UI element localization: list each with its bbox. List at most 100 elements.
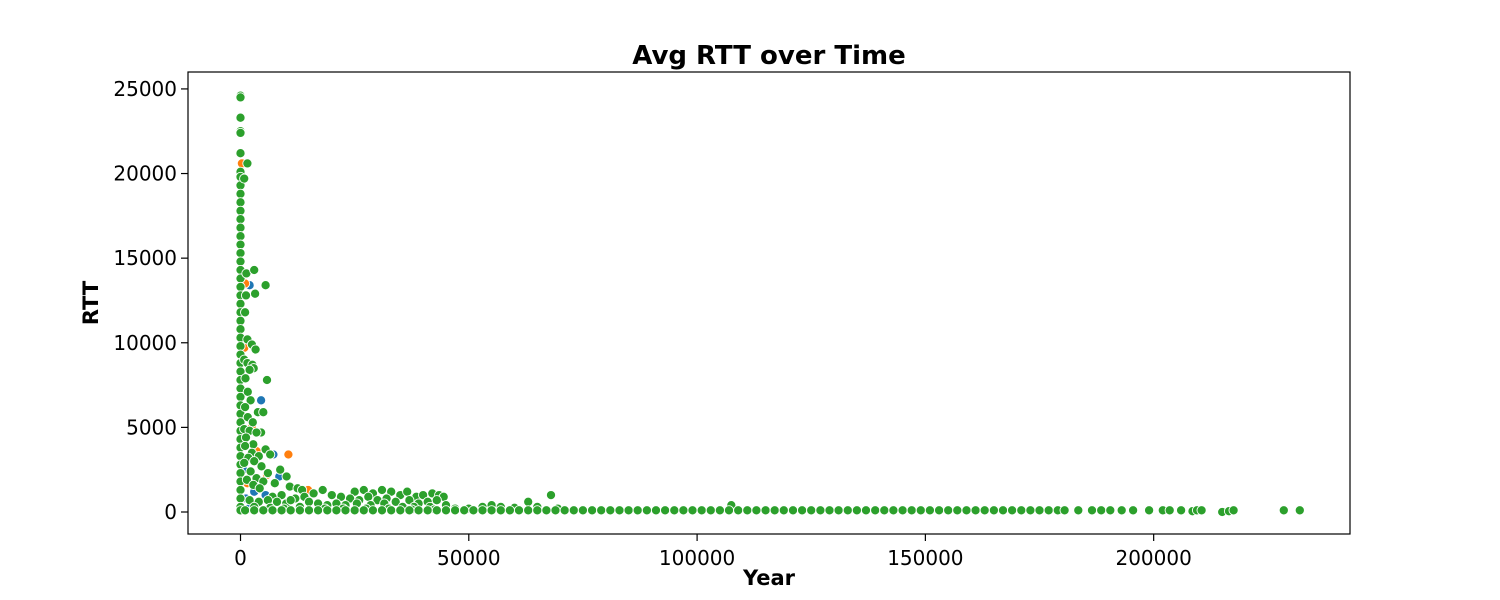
scatter-point [422, 505, 433, 516]
chart-title: Avg RTT over Time [632, 41, 905, 71]
scatter-point [285, 505, 296, 516]
y-tick-label: 20000 [113, 162, 177, 186]
scatter-point [988, 505, 999, 516]
scatter-point [285, 495, 296, 506]
scatter-point [244, 364, 255, 375]
scatter-point [1105, 505, 1116, 516]
scatter-point [322, 505, 333, 516]
scatter-point [523, 505, 534, 516]
scatter-point [577, 505, 588, 516]
scatter-point [705, 505, 716, 516]
scatter-point [723, 505, 735, 516]
scatter-point [283, 449, 294, 460]
scatter-point [349, 505, 360, 516]
scatter-point [245, 395, 256, 406]
scatter-point [541, 505, 552, 516]
scatter-point [431, 495, 442, 506]
scatter-point [249, 264, 260, 276]
scatter-point [650, 505, 662, 516]
scatter-point [504, 505, 515, 516]
scatter-point [331, 505, 342, 516]
scatter-point [733, 505, 744, 516]
scatter-point [404, 505, 415, 516]
y-tick-label: 0 [164, 500, 177, 524]
scatter-point [261, 374, 273, 386]
scatter-point [696, 505, 707, 516]
scatter-point [249, 456, 260, 467]
scatter-point [787, 505, 799, 516]
scatter-point [235, 222, 246, 233]
scatter-point [1086, 505, 1098, 516]
scatter-point [1278, 505, 1289, 516]
scatter-point [260, 280, 271, 291]
scatter-point [1034, 505, 1045, 516]
scatter-point [1196, 505, 1207, 516]
scatter-point [614, 505, 625, 516]
x-tick-label: 50000 [437, 546, 501, 570]
scatter-point [888, 505, 899, 516]
scatter-point [390, 496, 401, 507]
scatter-point [235, 239, 246, 250]
scatter-point [247, 417, 258, 428]
scatter-point [239, 457, 250, 468]
scatter-point [235, 256, 246, 267]
scatter-point [568, 505, 579, 516]
scatter-point [833, 505, 844, 516]
scatter-point [235, 127, 246, 138]
scatter-point [468, 505, 479, 516]
scatter-point [402, 486, 413, 497]
scatter-point [714, 505, 725, 516]
scatter-point [340, 505, 351, 516]
scatter-point [870, 505, 881, 516]
scatter-point [269, 478, 280, 489]
scatter-point [235, 148, 246, 159]
scatter-point [363, 491, 374, 502]
scatter-point [486, 505, 497, 516]
scatter-point [1144, 505, 1155, 516]
x-axis-label: Year [742, 566, 796, 590]
scatter-point [596, 505, 607, 516]
scatter-point [250, 288, 261, 299]
scatter-point [240, 307, 251, 318]
scatter-point [934, 505, 945, 516]
scatter-point [742, 505, 753, 516]
scatter-point [395, 505, 406, 516]
scatter-point [235, 92, 246, 103]
scatter-point [303, 496, 315, 507]
scatter-point [1073, 505, 1084, 516]
scatter-point [1025, 505, 1036, 516]
scatter-point [275, 464, 286, 475]
scatter-point [235, 315, 246, 326]
scatter-point [256, 461, 267, 472]
scatter-point [979, 505, 990, 516]
scatter-point [1128, 505, 1139, 516]
scatter-point [623, 505, 634, 516]
y-tick-label: 10000 [113, 331, 177, 355]
plot-frame [187, 71, 1351, 535]
scatter-point [1116, 505, 1127, 516]
scatter-point [513, 505, 525, 516]
scatter-point [523, 496, 534, 507]
scatter-point [258, 505, 269, 516]
scatter-point [687, 505, 698, 516]
scatter-point [943, 505, 954, 516]
scatter-point [545, 490, 557, 501]
scatter-point [1043, 505, 1054, 516]
scatter-point [251, 427, 262, 438]
scatter-point [1059, 505, 1070, 516]
scatter-point [254, 483, 265, 494]
scatter-point [262, 468, 273, 479]
scatter-point [632, 505, 643, 516]
scatter-point [267, 505, 278, 516]
y-tick-label: 25000 [113, 77, 177, 101]
scatter-point [431, 505, 442, 516]
scatter-point [860, 505, 872, 516]
scatter-point [970, 505, 981, 516]
scatter-point [376, 505, 388, 516]
scatter-point [778, 505, 789, 516]
y-tick-label: 5000 [126, 415, 177, 439]
scatter-point [495, 505, 506, 516]
scatter-point [605, 505, 616, 516]
scatter-point [235, 248, 246, 259]
